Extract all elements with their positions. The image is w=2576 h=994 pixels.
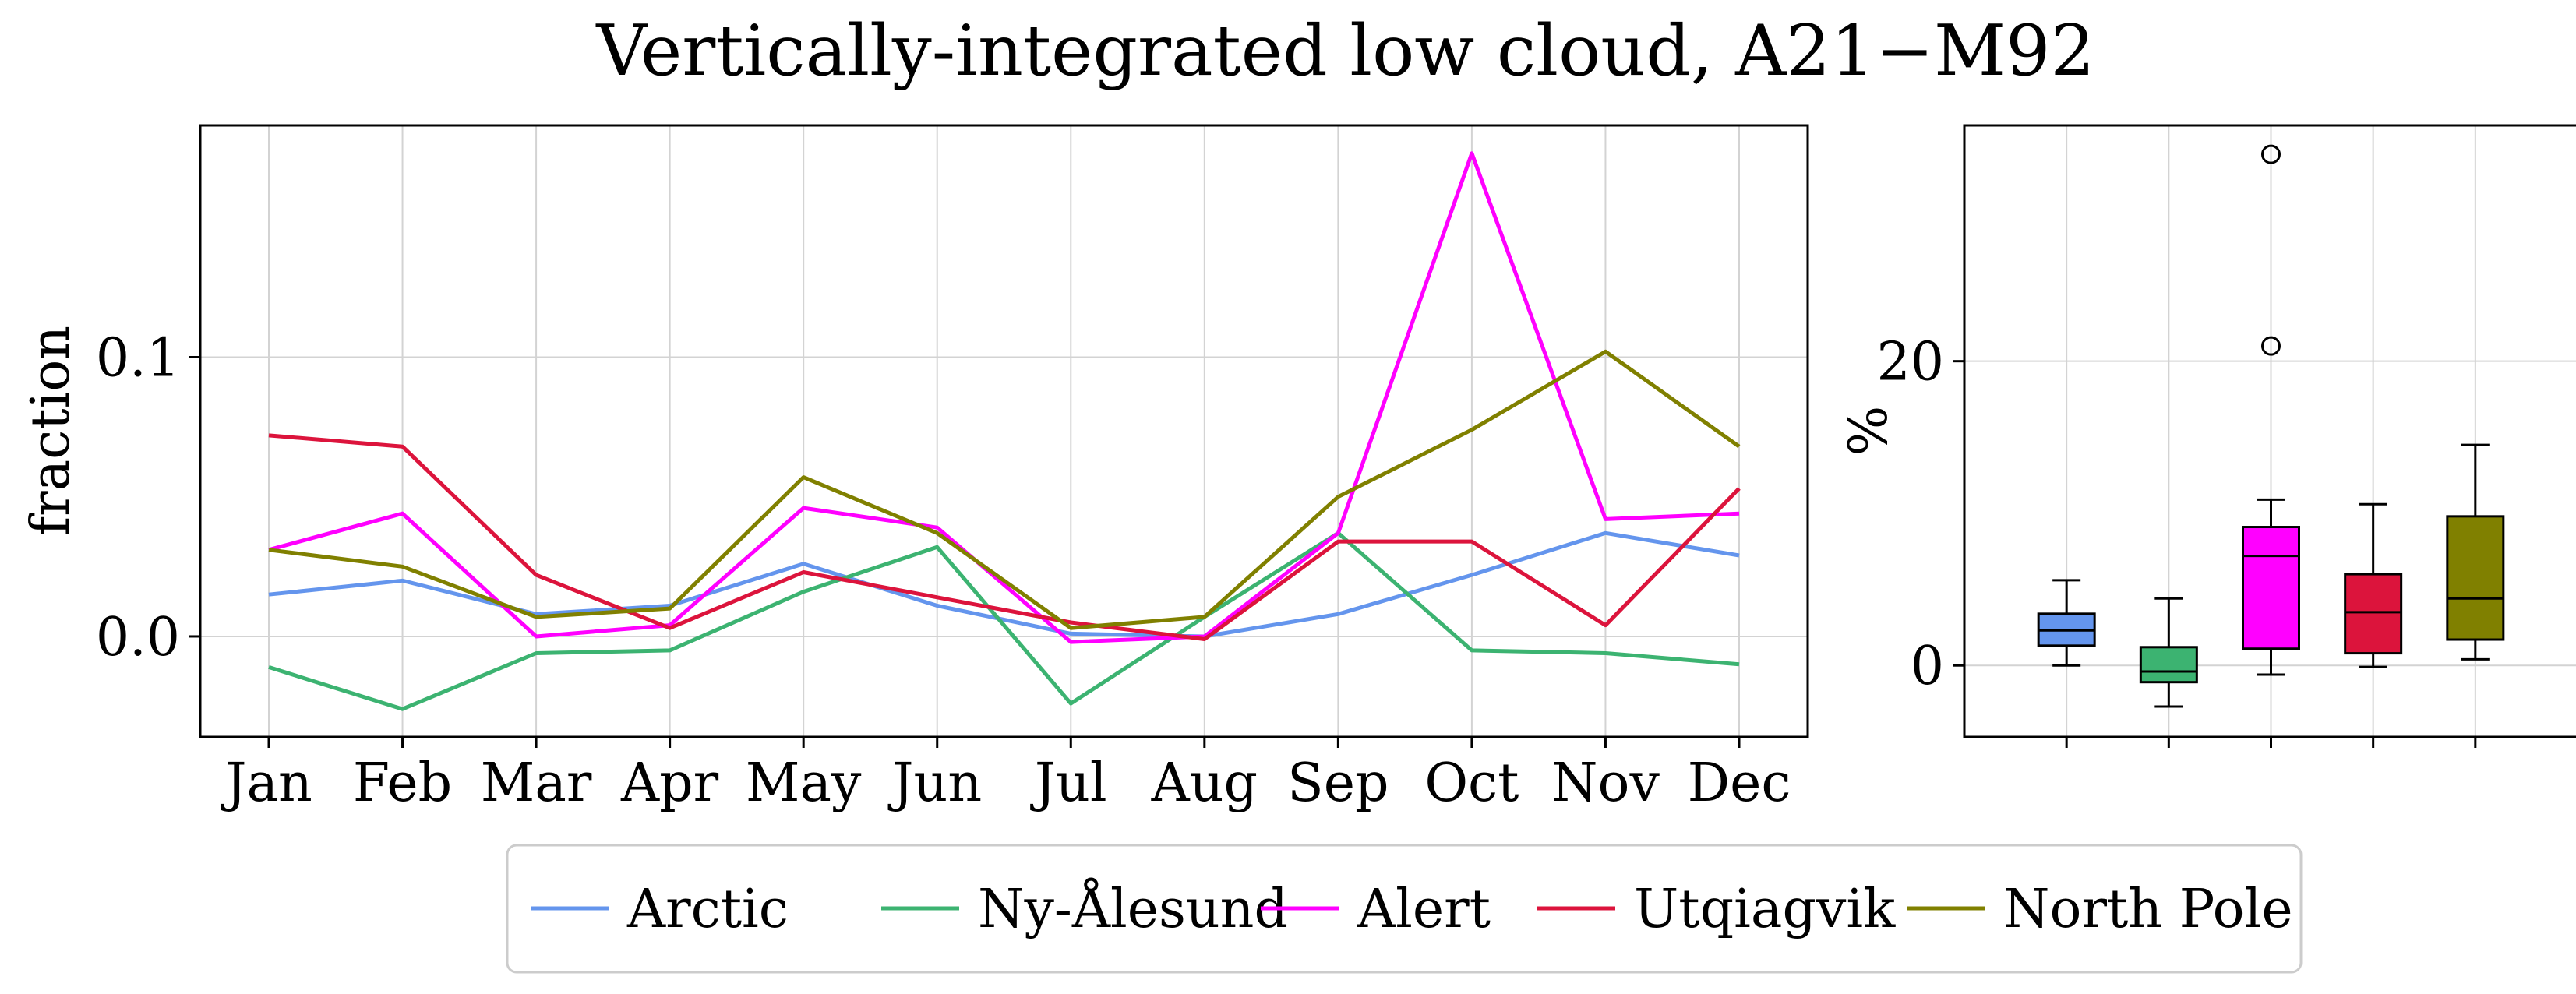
box-outlier-alert-0 xyxy=(2261,336,2281,356)
series-line-alert xyxy=(268,151,1740,644)
box-plot-boxes xyxy=(2037,144,2505,708)
x-tick-label-dec: Dec xyxy=(1688,753,1791,814)
x-tick-label-mar: Mar xyxy=(481,753,592,814)
series-line-ny-lesund xyxy=(268,530,1740,711)
x-tick-label-jul: Jul xyxy=(1030,753,1107,814)
box-iqr-alert xyxy=(2242,526,2300,650)
legend-label-arctic: Arctic xyxy=(626,879,789,940)
legend-entries: Arctic Ny-Ålesund Alert Utqiagvik North Pole xyxy=(531,878,2293,940)
x-tick-label-aug: Aug xyxy=(1151,753,1258,814)
x-tick-label-sep: Sep xyxy=(1287,753,1389,814)
line-chart-y-ticks: 0.0 0.1 xyxy=(96,328,200,668)
legend-box xyxy=(506,844,2303,974)
line-chart-x-ticks: Jan Feb Mar Apr May Jun Jul Aug Sep Oct Nov Dec xyxy=(221,737,1791,814)
x-tick-label-nov: Nov xyxy=(1551,753,1660,814)
box-y-tick-label-1: 20 xyxy=(1876,332,1944,393)
x-tick-label-may: May xyxy=(746,753,862,814)
box-plot-x-ticks xyxy=(2065,737,2477,748)
box-iqr-utqiagvik xyxy=(2344,573,2403,655)
box-iqr-ny-lesund xyxy=(2139,646,2198,684)
chart-title: Vertically-integrated low cloud, A21−M92 xyxy=(595,10,2094,92)
legend: Arctic Ny-Ålesund Alert Utqiagvik North Pole xyxy=(506,844,2303,974)
legend-label-north-pole: North Pole xyxy=(2003,879,2293,940)
box-y-tick-label-0: 0 xyxy=(1911,636,1944,697)
line-chart-grid xyxy=(200,125,1808,737)
x-tick-label-oct: Oct xyxy=(1424,753,1519,814)
box-outlier-alert-1 xyxy=(2261,144,2281,164)
series-line-north-pole xyxy=(268,349,1741,630)
legend-label-utqiagvik: Utqiagvik xyxy=(1634,879,1896,940)
box-plot-y-label: % xyxy=(1838,406,1900,456)
box-plot-panel: 0 20 % xyxy=(1838,124,2576,748)
x-tick-label-jan: Jan xyxy=(221,753,312,814)
x-tick-label-jun: Jun xyxy=(887,753,982,814)
line-chart-series xyxy=(268,151,1741,711)
x-tick-label-apr: Apr xyxy=(620,753,719,814)
legend-label-alert: Alert xyxy=(1357,879,1491,940)
legend-label-ny-lesund: Ny-Ålesund xyxy=(978,878,1288,940)
y-tick-label-1: 0.1 xyxy=(96,328,180,389)
box-plot-y-ticks: 0 20 xyxy=(1876,332,1964,697)
line-chart-y-label: fraction xyxy=(20,326,82,536)
line-chart-frame xyxy=(199,124,1809,738)
box-iqr-north-pole xyxy=(2446,515,2505,641)
line-chart-panel: Jan Feb Mar Apr May Jun Jul Aug Sep Oct Nov Dec 0.0… xyxy=(20,124,1809,814)
x-tick-label-feb: Feb xyxy=(353,753,452,814)
series-line-utqiagvik xyxy=(268,433,1741,641)
y-tick-label-0: 0.0 xyxy=(96,607,180,668)
